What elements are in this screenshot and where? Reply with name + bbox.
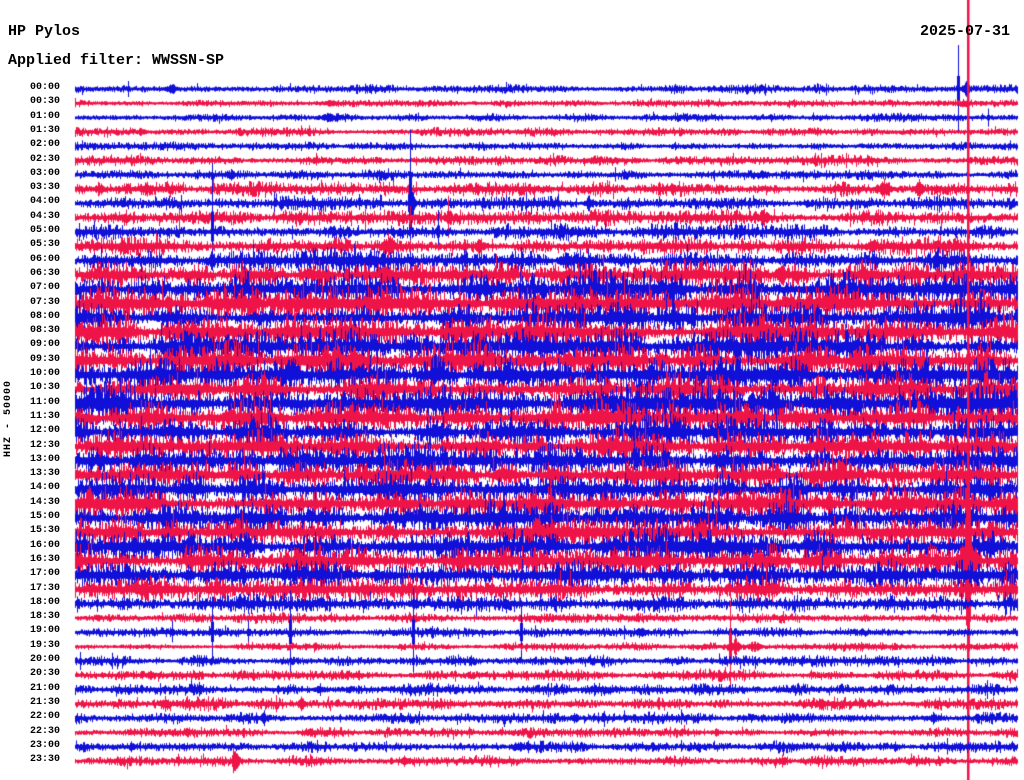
row-time-label: 09:00 [29, 339, 60, 351]
row-time-label: 08:30 [29, 325, 60, 337]
row-time-label: 23:00 [29, 739, 60, 751]
row-time-label: 04:00 [29, 196, 60, 208]
station-title: HP Pylos [8, 23, 81, 40]
row-time-label: 21:30 [29, 696, 60, 708]
row-time-label: 05:00 [29, 225, 60, 236]
row-time-label: 18:30 [29, 611, 60, 623]
row-time-label: 12:30 [29, 439, 60, 451]
row-time-label: 14:30 [29, 496, 60, 508]
row-time-label: 10:00 [29, 368, 60, 379]
row-time-label: 20:00 [29, 654, 60, 665]
date-label: 2025-07-31 [919, 23, 1010, 40]
row-time-label: 08:00 [29, 310, 60, 322]
row-time-label: 11:30 [29, 410, 60, 422]
row-time-label: 19:00 [29, 625, 60, 637]
row-time-label: 12:00 [29, 425, 60, 437]
row-time-label: 10:30 [29, 382, 60, 394]
row-time-label: 01:00 [29, 110, 60, 122]
row-time-label: 13:30 [29, 468, 60, 480]
row-time-label: 07:00 [29, 282, 60, 294]
row-time-label: 17:00 [29, 568, 60, 580]
row-time-label: 09:30 [29, 353, 60, 365]
row-time-label: 16:30 [29, 553, 60, 565]
applied-filter-label: Applied filter: WWSSN-SP [8, 52, 225, 69]
row-time-label: 13:00 [29, 453, 60, 465]
row-time-label: 22:30 [29, 725, 60, 737]
row-time-label: 07:30 [29, 296, 60, 308]
row-time-label: 06:30 [29, 267, 60, 279]
row-time-label: 06:00 [29, 253, 60, 265]
row-time-label: 21:00 [29, 682, 60, 694]
row-time-label: 22:00 [29, 711, 60, 723]
row-time-label: 16:00 [29, 539, 60, 551]
row-time-label: 00:00 [29, 82, 60, 93]
row-time-label: 11:00 [29, 396, 60, 408]
row-time-label: 19:30 [29, 639, 60, 651]
row-time-label: 20:30 [29, 668, 60, 680]
row-time-label: 15:00 [29, 511, 60, 522]
row-time-label: 15:30 [29, 525, 60, 537]
row-time-label: 02:00 [29, 139, 60, 151]
row-time-label: 01:30 [29, 124, 60, 136]
row-time-label: 00:30 [29, 96, 60, 108]
row-time-label: 05:30 [29, 239, 60, 251]
row-time-label: 17:30 [29, 582, 60, 594]
row-time-label: 18:00 [29, 596, 60, 608]
row-time-label: 23:30 [29, 754, 60, 766]
row-time-label: 02:30 [29, 153, 60, 165]
row-time-label: 03:00 [29, 167, 60, 179]
row-time-label: 03:30 [29, 182, 60, 194]
row-time-label: 04:30 [29, 210, 60, 222]
row-time-label: 14:00 [29, 482, 60, 494]
